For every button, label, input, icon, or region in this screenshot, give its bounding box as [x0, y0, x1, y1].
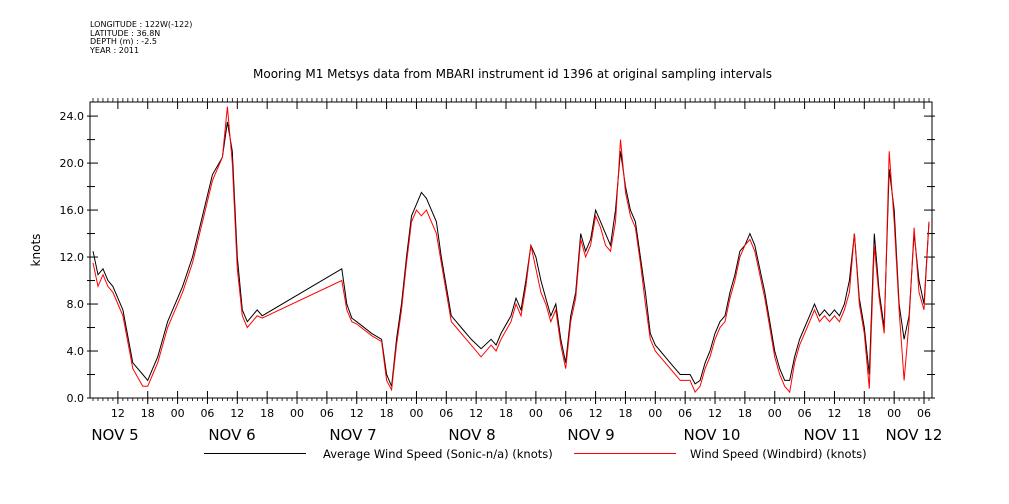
depth-label: DEPTH (m) : -2.5	[90, 37, 157, 47]
x-day-label: NOV 12	[886, 426, 943, 444]
x-tick-label: 18	[260, 407, 274, 420]
y-tick-label: 24.0	[60, 110, 85, 123]
y-axis-label: knots	[29, 234, 43, 267]
x-day-label: NOV 7	[329, 426, 376, 444]
y-tick-label: 16.0	[60, 204, 85, 217]
longitude-label: LONGITUDE : 122W(-122)	[90, 20, 193, 29]
x-tick-label: 00	[887, 407, 901, 420]
x-tick-label: 06	[320, 407, 334, 420]
x-tick-label: 18	[738, 407, 752, 420]
x-tick-label: 06	[798, 407, 812, 420]
x-tick-label: 00	[768, 407, 782, 420]
x-tick-label: 12	[708, 407, 722, 420]
x-tick-label: 00	[648, 407, 662, 420]
latitude-label: LATITUDE : 36.8N	[90, 28, 161, 38]
x-tick-label: 18	[618, 407, 632, 420]
metadata-block: LONGITUDE : 122W(-122) LATITUDE : 36.8N …	[90, 20, 193, 55]
x-tick-label: 18	[141, 407, 155, 420]
y-tick-label: 8.0	[67, 298, 85, 311]
x-tick-label: 06	[200, 407, 214, 420]
x-tick-label: 06	[678, 407, 692, 420]
x-tick-label: 12	[469, 407, 483, 420]
x-tick-label: 06	[917, 407, 931, 420]
series-windbird-wind-speed	[92, 106, 930, 394]
x-tick-label: 18	[857, 407, 871, 420]
legend-label-average: Average Wind Speed (Sonic-n/a) (knots)	[323, 447, 553, 461]
series-average-wind-speed	[92, 121, 930, 387]
y-tick-label: 0.0	[67, 392, 85, 405]
x-tick-label: 06	[559, 407, 573, 420]
x-tick-label: 12	[230, 407, 244, 420]
year-label: YEAR : 2011	[90, 45, 140, 55]
plot-frame	[89, 101, 933, 399]
x-tick-label: 00	[290, 407, 304, 420]
x-day-label: NOV 6	[208, 426, 255, 444]
x-day-label: NOV 9	[567, 426, 614, 444]
x-tick-label: 18	[499, 407, 513, 420]
y-tick-label: 20.0	[60, 157, 85, 170]
x-day-label: NOV 8	[448, 426, 495, 444]
x-day-label: NOV 11	[804, 426, 861, 444]
x-tick-label: 06	[439, 407, 453, 420]
legend-label-windbird: Wind Speed (Windbird) (knots)	[690, 447, 867, 461]
x-tick-label: 18	[380, 407, 394, 420]
x-day-label: NOV 10	[684, 426, 741, 444]
x-tick-label: 00	[409, 407, 423, 420]
x-tick-label: 12	[350, 407, 364, 420]
x-tick-label: 12	[589, 407, 603, 420]
x-tick-label: 00	[529, 407, 543, 420]
chart-title: Mooring M1 Metsys data from MBARI instru…	[253, 67, 772, 81]
y-tick-label: 12.0	[60, 251, 85, 264]
y-tick-label: 4.0	[67, 345, 85, 358]
x-day-label: NOV 5	[91, 426, 138, 444]
x-tick-label: 12	[111, 407, 125, 420]
x-tick-label: 12	[827, 407, 841, 420]
x-tick-label: 00	[171, 407, 185, 420]
